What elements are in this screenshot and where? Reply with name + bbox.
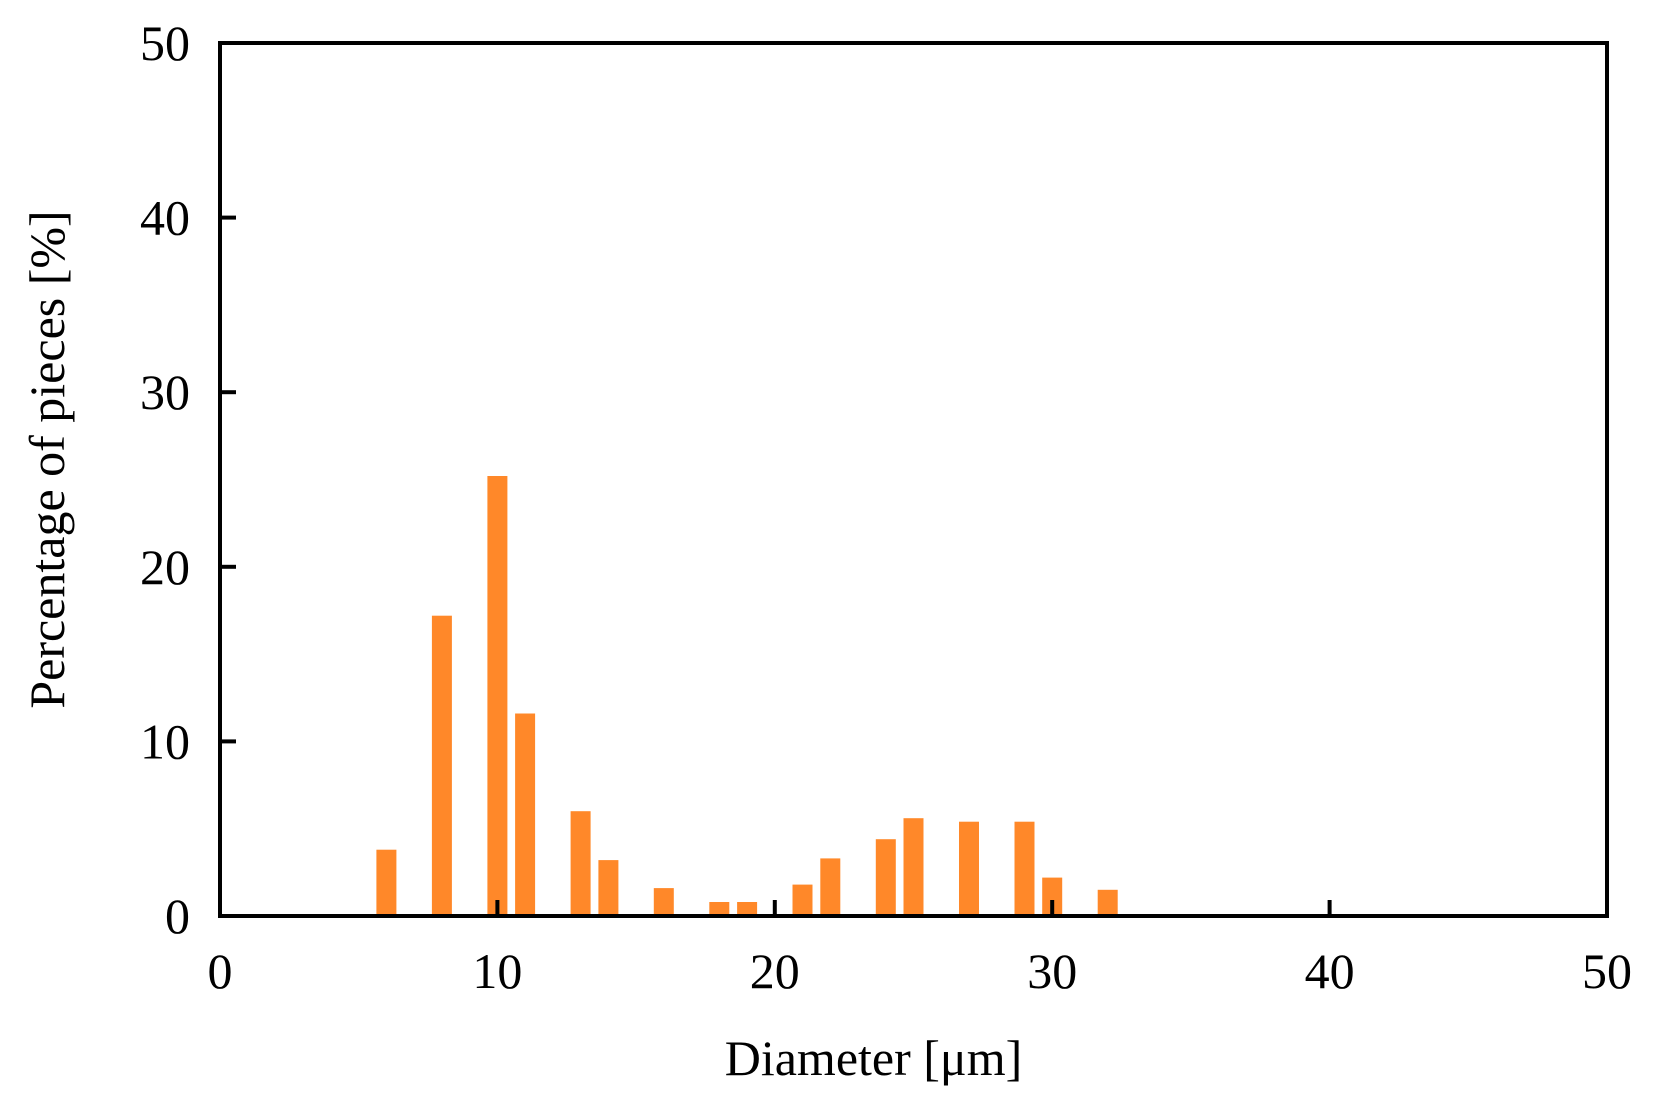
bar-d8 (431, 615, 452, 916)
x-tick-label-10: 10 (472, 943, 522, 999)
bar-d10 (487, 476, 508, 916)
bar-d18 (709, 902, 730, 916)
bars-group (376, 476, 1118, 916)
x-tick-label-30: 30 (1027, 943, 1077, 999)
x-tick-label-20: 20 (750, 943, 800, 999)
y-tick-label-30: 30 (140, 364, 190, 420)
y-tick-label-50: 50 (140, 15, 190, 71)
bar-d11 (515, 713, 536, 916)
bar-d25 (903, 818, 924, 916)
bar-d16 (653, 888, 674, 916)
bar-d21 (792, 884, 813, 916)
bar-d32 (1097, 889, 1118, 916)
plot-frame (218, 41, 1609, 918)
bar-d14 (598, 860, 619, 916)
bar-d6 (376, 849, 397, 916)
bar-d22 (820, 858, 841, 916)
bar-d29 (1014, 821, 1035, 916)
bar-d30 (1042, 877, 1063, 916)
bar-d13 (570, 811, 591, 916)
bar-d27 (959, 821, 979, 916)
y-tick-label-20: 20 (140, 539, 190, 595)
x-tick-label-50: 50 (1582, 943, 1632, 999)
y-axis-title: Percentage of pieces [%] (19, 210, 75, 708)
tick-labels-group: 0 10 20 30 40 50 0 10 20 30 40 50 (140, 15, 1632, 999)
x-tick-label-40: 40 (1305, 943, 1355, 999)
x-axis-title: Diameter [μm] (725, 1030, 1023, 1086)
bar-d24 (875, 839, 896, 916)
ticks-group (218, 41, 1609, 918)
y-tick-label-40: 40 (140, 190, 190, 246)
bar-d19 (737, 902, 758, 916)
y-tick-label-0: 0 (165, 888, 190, 944)
y-tick-label-10: 10 (140, 713, 190, 769)
x-tick-label-0: 0 (208, 943, 233, 999)
